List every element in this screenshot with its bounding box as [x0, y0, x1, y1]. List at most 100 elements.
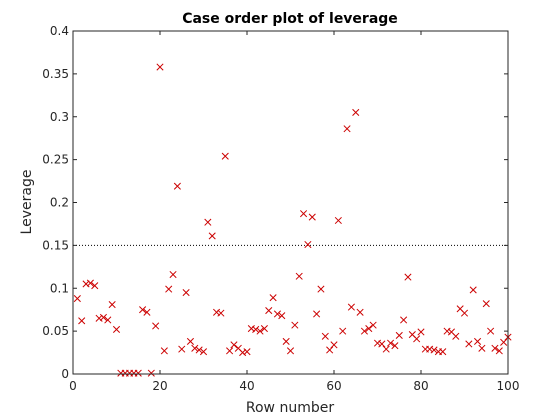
data-point-marker	[269, 294, 277, 302]
x-tick-label: 0	[69, 379, 77, 393]
data-point-marker	[426, 345, 434, 353]
data-point-marker	[343, 125, 351, 133]
y-tick-label: 0.4	[50, 24, 69, 38]
data-point-marker	[82, 280, 90, 288]
x-tick-label: 20	[152, 379, 167, 393]
data-point-marker	[400, 316, 408, 324]
data-point-marker	[443, 327, 451, 335]
y-tick-label: 0.25	[42, 153, 69, 167]
data-point-marker	[321, 332, 329, 340]
data-point-marker	[500, 338, 508, 346]
data-point-marker	[317, 285, 325, 293]
plot-background	[73, 31, 508, 374]
data-point-marker	[326, 346, 334, 354]
data-point-marker	[330, 341, 338, 349]
data-point-marker	[86, 279, 94, 287]
data-point-marker	[404, 273, 412, 281]
data-point-marker	[369, 321, 377, 329]
y-axis-label: Leverage	[19, 170, 35, 235]
data-point-marker	[139, 306, 147, 314]
x-tick-label: 80	[413, 379, 428, 393]
y-tick-label: 0	[61, 367, 69, 381]
data-point-marker	[239, 349, 247, 357]
data-point-marker	[460, 309, 469, 317]
data-point-marker	[147, 369, 155, 377]
data-point-marker	[165, 285, 173, 293]
data-point-marker	[212, 308, 221, 316]
data-point-marker	[186, 337, 195, 345]
y-tick-label: 0.2	[50, 196, 69, 210]
data-point-marker	[360, 327, 369, 335]
data-point-marker	[91, 282, 99, 290]
data-point-marker	[347, 303, 355, 311]
data-point-marker	[243, 348, 251, 356]
data-point-marker	[182, 288, 190, 297]
data-point-marker	[78, 317, 86, 325]
data-point-marker	[134, 369, 142, 377]
data-point-marker	[73, 294, 81, 303]
data-point-marker	[247, 324, 255, 333]
data-point-marker	[304, 240, 312, 249]
data-point-marker	[273, 310, 282, 318]
data-point-marker	[299, 210, 308, 218]
data-point-marker	[473, 337, 482, 345]
data-point-marker	[430, 346, 438, 354]
data-point-marker	[278, 312, 286, 320]
chart-title: Case order plot of leverage	[182, 11, 398, 27]
y-tick-label: 0.05	[42, 324, 69, 338]
data-point-marker	[391, 342, 399, 350]
data-point-marker	[291, 321, 299, 329]
data-point-marker	[286, 347, 295, 355]
data-point-marker	[373, 339, 382, 347]
x-tick-label: 60	[326, 379, 341, 393]
data-point-marker	[195, 346, 203, 354]
data-point-marker	[204, 218, 212, 226]
data-point-marker	[339, 327, 347, 335]
x-tick-label: 40	[239, 379, 254, 393]
y-tick-label: 0.15	[42, 238, 69, 252]
data-point-marker	[365, 324, 373, 333]
data-point-marker	[104, 316, 112, 324]
data-point-marker	[265, 306, 273, 315]
data-point-marker	[152, 322, 160, 330]
data-point-marker	[487, 327, 495, 335]
data-point-marker	[226, 347, 234, 355]
data-point-marker	[386, 339, 395, 347]
data-point-marker	[208, 232, 216, 240]
data-point-marker	[313, 310, 321, 318]
data-point-marker	[439, 348, 447, 356]
data-point-marker	[112, 325, 121, 333]
data-point-marker	[108, 300, 116, 309]
y-tick-label: 0.1	[50, 281, 69, 295]
data-point-marker	[95, 314, 103, 322]
data-point-marker	[491, 344, 499, 352]
data-point-marker	[413, 335, 421, 343]
data-point-marker	[169, 270, 177, 279]
data-point-marker	[178, 345, 186, 353]
data-point-marker	[256, 327, 264, 335]
data-point-marker	[99, 313, 108, 321]
x-axis-ticks: 0 20 40 60 80 100	[69, 31, 519, 393]
data-point-marker	[230, 341, 238, 349]
data-point-marker	[378, 340, 386, 348]
data-point-marker	[252, 325, 260, 333]
data-point-marker	[199, 348, 208, 356]
data-point-marker	[482, 300, 490, 308]
data-point-marker	[160, 347, 168, 355]
y-axis-ticks: 0 0.05 0.1 0.15 0.2 0.25 0.3 0.35 0.4	[42, 24, 508, 381]
data-marker-layer	[73, 63, 512, 377]
data-point-marker	[191, 344, 199, 352]
data-point-marker	[308, 213, 316, 221]
data-point-marker	[352, 108, 360, 117]
data-point-marker	[356, 308, 364, 316]
data-point-marker	[469, 286, 477, 294]
data-point-marker	[156, 63, 164, 71]
data-point-marker	[495, 347, 503, 355]
data-point-marker	[478, 344, 486, 352]
data-point-marker	[173, 182, 181, 190]
data-point-marker	[282, 337, 290, 345]
y-tick-label: 0.35	[42, 67, 69, 81]
data-point-marker	[452, 332, 460, 340]
data-point-marker	[334, 216, 342, 225]
